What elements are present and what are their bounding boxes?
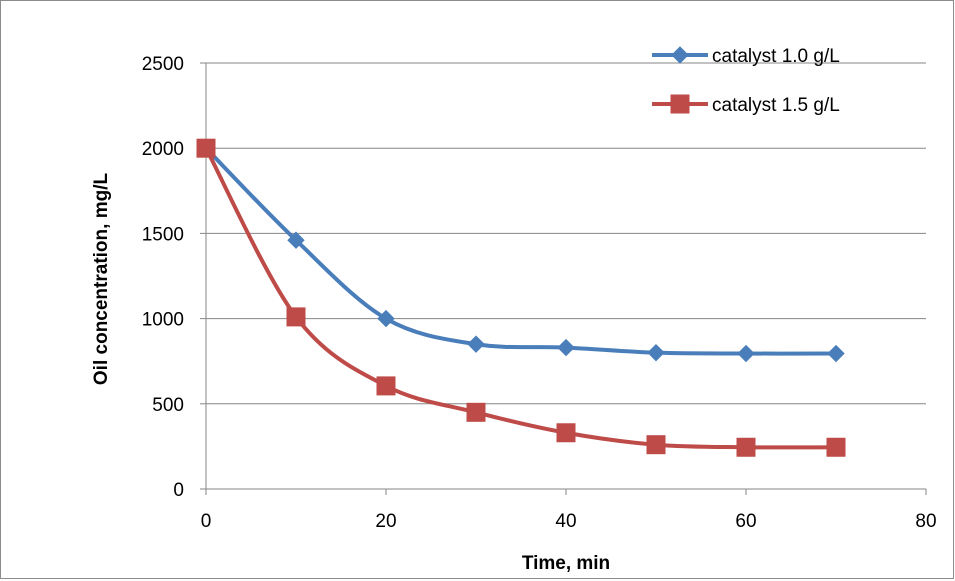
x-tick-labels: 0 20 40 60 80 bbox=[201, 511, 937, 532]
gridlines bbox=[206, 62, 926, 405]
y-tick-labels: 0 500 1000 1500 2000 2500 bbox=[142, 54, 184, 501]
data-point bbox=[556, 423, 576, 443]
data-point bbox=[737, 344, 755, 363]
series-1 bbox=[197, 139, 845, 363]
series-line bbox=[204, 146, 838, 450]
x-tick-label: 40 bbox=[555, 511, 576, 532]
legend-marker bbox=[671, 46, 689, 64]
data-point bbox=[646, 435, 666, 455]
series-group bbox=[196, 138, 846, 457]
data-point bbox=[826, 437, 846, 457]
data-point bbox=[376, 376, 396, 396]
x-tick-label: 0 bbox=[201, 511, 212, 532]
x-tick-label: 20 bbox=[375, 511, 396, 532]
axes bbox=[200, 62, 927, 495]
x-tick-label: 60 bbox=[735, 511, 756, 532]
legend-item: catalyst 1.0 g/L bbox=[652, 46, 840, 67]
legend-marker bbox=[670, 94, 690, 114]
y-tick-label: 0 bbox=[173, 480, 184, 501]
data-point bbox=[467, 335, 485, 353]
legend-label: catalyst 1.5 g/L bbox=[712, 95, 840, 116]
y-tick-label: 1000 bbox=[142, 310, 184, 331]
y-tick-label: 500 bbox=[152, 395, 184, 416]
data-point bbox=[286, 307, 306, 327]
data-point bbox=[647, 343, 665, 362]
data-point bbox=[827, 344, 845, 363]
data-point bbox=[736, 437, 756, 457]
y-tick-label: 1500 bbox=[142, 224, 184, 245]
data-point bbox=[287, 231, 305, 249]
data-point bbox=[557, 338, 575, 357]
x-axis-title: Time, min bbox=[522, 553, 610, 574]
series-2 bbox=[196, 138, 846, 457]
y-tick-label: 2000 bbox=[142, 139, 184, 160]
data-point bbox=[377, 309, 395, 328]
x-tick-label: 80 bbox=[915, 511, 936, 532]
data-point bbox=[466, 402, 486, 422]
y-tick-label: 2500 bbox=[142, 54, 184, 75]
legend: catalyst 1.0 g/L catalyst 1.5 g/L bbox=[652, 46, 840, 116]
legend-label: catalyst 1.0 g/L bbox=[712, 46, 840, 67]
y-axis-title: Oil concentration, mg/L bbox=[91, 173, 112, 386]
data-point bbox=[196, 138, 216, 158]
legend-item: catalyst 1.5 g/L bbox=[652, 94, 840, 116]
